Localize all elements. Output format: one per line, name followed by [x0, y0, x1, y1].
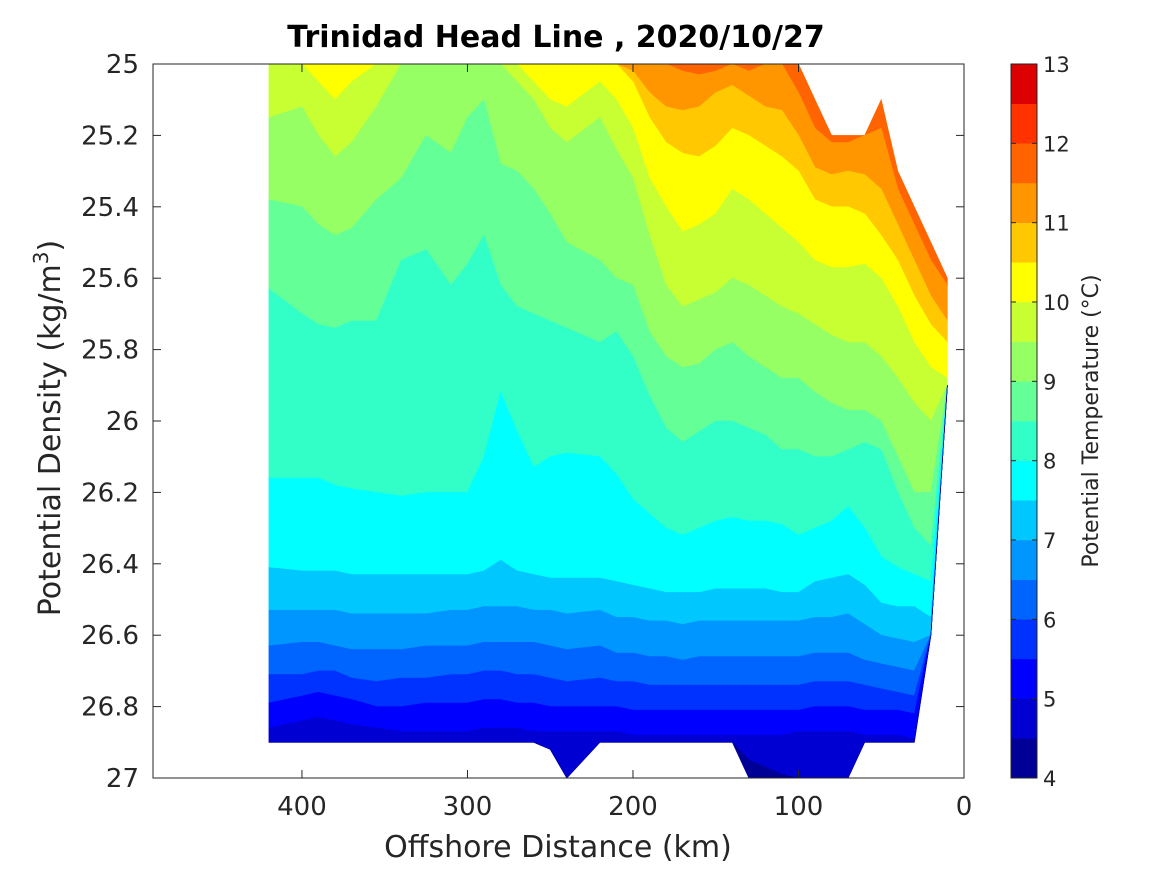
colorbar: 4 5 6 7 8 9 10 11 12 13 [1010, 53, 1070, 791]
colorbar-tick-label: 12 [1043, 132, 1070, 156]
x-tick-label: 100 [774, 792, 824, 822]
x-axis-ticks: 400 300 200 100 0 [277, 64, 972, 822]
colorbar-tick-label: 9 [1043, 370, 1056, 394]
colorbar-swatches [1010, 63, 1038, 779]
colorbar-frame [1010, 63, 1038, 779]
x-axis-label: Offshore Distance (km) [384, 830, 732, 865]
colorbar-swatch [1010, 222, 1038, 263]
y-tick-label: 26.4 [81, 550, 139, 580]
colorbar-ticks: 4 5 6 7 8 9 10 11 12 13 [1011, 53, 1070, 791]
y-tick-label: 27 [106, 764, 139, 794]
colorbar-swatch [1010, 539, 1038, 580]
y-axis-label-end: ) [33, 240, 68, 252]
y-tick-label: 26.2 [81, 478, 139, 508]
colorbar-swatch [1010, 143, 1038, 184]
contour-band-4_25 [268, 385, 948, 779]
colorbar-swatch [1010, 262, 1038, 303]
colorbar-swatch [1010, 460, 1038, 501]
colorbar-tick-label: 13 [1043, 53, 1070, 77]
x-tick-label: 300 [443, 792, 493, 822]
y-tick-label: 26.6 [81, 621, 139, 651]
colorbar-tick-label: 5 [1043, 688, 1056, 712]
colorbar-tick-label: 8 [1043, 450, 1056, 474]
y-tick-label: 26 [106, 407, 139, 437]
colorbar-swatch [1010, 63, 1038, 104]
colorbar-label: Potential Temperature (°C) [1079, 274, 1104, 567]
colorbar-swatch [1010, 341, 1038, 382]
x-tick-label: 400 [277, 792, 327, 822]
y-axis-label: Potential Density (kg/m3) [29, 240, 68, 616]
colorbar-tick-label: 10 [1043, 291, 1070, 315]
colorbar-swatch [1010, 103, 1038, 144]
colorbar-swatch [1010, 619, 1038, 660]
contour-fills [268, 63, 948, 779]
colorbar-swatch [1010, 301, 1038, 342]
colorbar-tick-label: 6 [1043, 608, 1056, 632]
y-axis-label-base: Potential Density (kg/m [33, 264, 68, 616]
y-tick-label: 26.8 [81, 693, 139, 723]
y-axis-label-superscript: 3 [29, 251, 53, 264]
x-tick-label: 0 [956, 792, 973, 822]
colorbar-swatch [1010, 420, 1038, 461]
colorbar-tick-label: 11 [1043, 212, 1070, 236]
chart-title: Trinidad Head Line , 2020/10/27 [287, 20, 824, 55]
y-tick-label: 25.8 [81, 336, 139, 366]
colorbar-swatch [1010, 658, 1038, 699]
plot-area: 400 300 200 100 0 25 25.2 25.4 25.6 25.8 26 26.2 26… [81, 50, 972, 822]
colorbar-swatch [1010, 579, 1038, 620]
colorbar-tick-label: 4 [1043, 767, 1056, 791]
colorbar-swatch [1010, 381, 1038, 422]
x-tick-label: 200 [608, 792, 658, 822]
y-tick-label: 25.6 [81, 264, 139, 294]
colorbar-swatch [1010, 182, 1038, 223]
y-tick-label: 25.4 [81, 193, 139, 223]
y-tick-label: 25 [106, 50, 139, 80]
y-tick-label: 25.2 [81, 121, 139, 151]
colorbar-swatch [1010, 698, 1038, 739]
y-axis-ticks: 25 25.2 25.4 25.6 25.8 26 26.2 26.4 26.6 26.8 27 [81, 50, 964, 794]
colorbar-swatch [1010, 500, 1038, 541]
colorbar-tick-label: 7 [1043, 529, 1056, 553]
colorbar-swatch [1010, 738, 1038, 779]
